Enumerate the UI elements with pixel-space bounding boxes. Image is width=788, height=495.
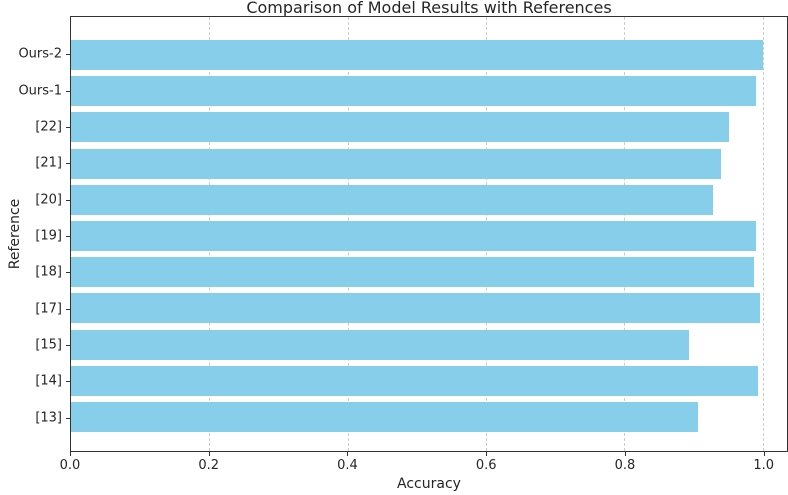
x-axis-label: Accuracy	[397, 476, 461, 492]
y-tick-mark	[66, 381, 70, 383]
chart-title: Comparison of Model Results with Referen…	[246, 0, 612, 17]
bar-[18]	[71, 257, 755, 288]
y-tick-mark	[66, 126, 70, 128]
x-tick-label: 0.2	[198, 458, 220, 473]
bar-row	[71, 73, 787, 109]
y-tick-label: [21]	[35, 155, 62, 171]
bar-row	[71, 254, 787, 290]
y-tick-mark	[66, 272, 70, 274]
y-tick-label: [13]	[35, 410, 62, 426]
y-tick-label: [17]	[35, 301, 62, 317]
y-tick-label: Ours-2	[18, 46, 62, 62]
bar-[13]	[71, 401, 698, 432]
bar-row	[71, 37, 787, 73]
plot-area	[70, 16, 788, 452]
y-tick-mark	[66, 236, 70, 237]
y-tick-mark	[66, 417, 70, 419]
bar-[21]	[71, 148, 721, 179]
y-tick-label: [14]	[35, 373, 62, 389]
x-tick-mark	[70, 452, 71, 456]
x-tick-label: 0.0	[59, 458, 81, 473]
x-tick-label: 0.8	[614, 458, 636, 473]
x-tick-mark	[347, 452, 349, 456]
x-tick-mark	[486, 452, 488, 456]
bar-[20]	[71, 184, 713, 215]
gridline-x-1	[762, 17, 764, 451]
y-tick-mark	[66, 308, 70, 310]
bar-[15]	[71, 329, 689, 360]
bar-[14]	[71, 365, 758, 396]
x-tick-mark	[208, 452, 210, 456]
bar-Ours-1	[71, 76, 756, 107]
y-tick-mark	[66, 90, 70, 92]
y-tick-mark	[66, 163, 70, 165]
y-tick-label: [15]	[35, 337, 62, 353]
bar-[17]	[71, 293, 761, 324]
y-tick-label: [20]	[35, 192, 62, 208]
y-tick-label: [22]	[35, 119, 62, 135]
bars-layer	[71, 37, 787, 435]
x-tick-label: 0.4	[337, 458, 358, 473]
y-tick-label: [18]	[35, 264, 62, 280]
bar-Ours-2	[71, 40, 763, 71]
bar-row	[71, 218, 787, 254]
x-tick-mark	[624, 452, 626, 456]
y-tick-label: Ours-1	[18, 83, 62, 99]
bar-row	[71, 363, 787, 399]
bar-row	[71, 182, 787, 218]
y-tick-mark	[66, 345, 70, 347]
x-tick-label: 1.0	[753, 458, 775, 473]
bar-[19]	[71, 221, 756, 252]
bar-row	[71, 146, 787, 182]
bar-row	[71, 399, 787, 435]
y-tick-label: [19]	[35, 228, 62, 244]
bar-[22]	[71, 112, 729, 143]
bar-row	[71, 109, 787, 145]
bar-row	[71, 327, 787, 363]
y-tick-mark	[66, 54, 70, 56]
y-tick-mark	[66, 199, 70, 201]
x-tick-mark	[763, 452, 765, 456]
x-tick-label: 0.6	[475, 458, 497, 473]
bar-row	[71, 290, 787, 326]
